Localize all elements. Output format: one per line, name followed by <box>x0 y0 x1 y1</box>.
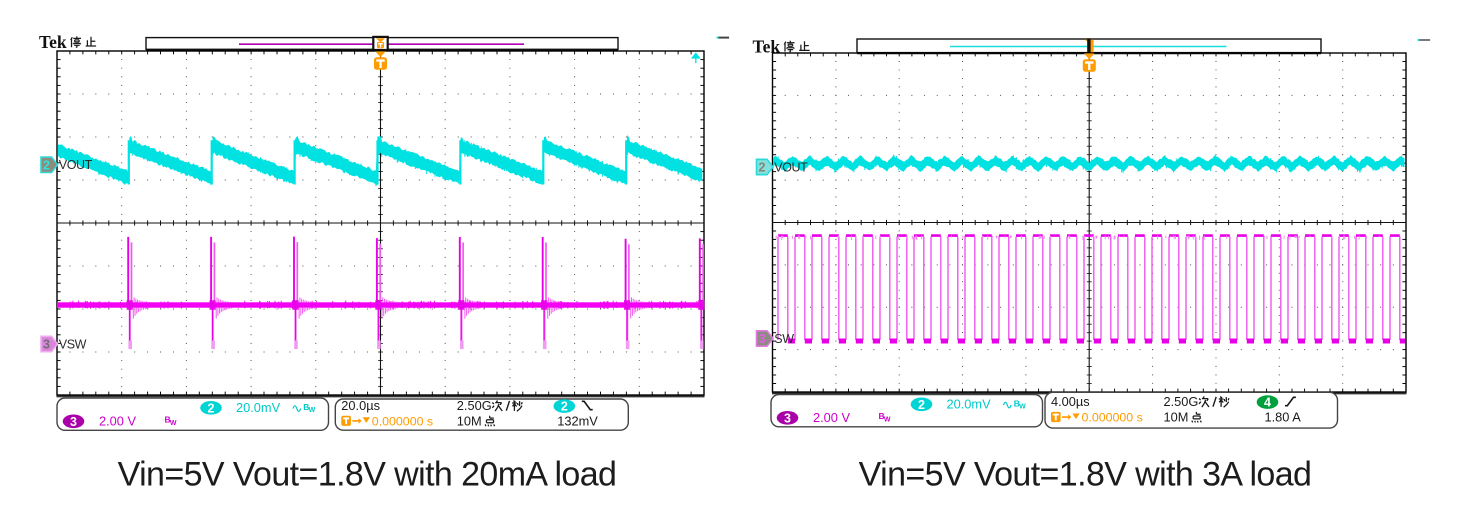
svg-text:2: 2 <box>918 398 925 412</box>
svg-text:1.80 A: 1.80 A <box>1265 410 1302 425</box>
svg-text:2: 2 <box>561 400 568 414</box>
svg-text:2.50G: 2.50G <box>1164 394 1199 409</box>
svg-text:4: 4 <box>1264 396 1271 410</box>
svg-text:0.000000 s: 0.000000 s <box>1082 411 1143 425</box>
svg-text:W: W <box>170 420 177 427</box>
svg-text:Vin=5V Vout=1.8V with 3A load: Vin=5V Vout=1.8V with 3A load <box>859 456 1312 494</box>
svg-text:20.0µs: 20.0µs <box>341 398 380 413</box>
svg-text:B: B <box>303 402 309 412</box>
svg-text:B: B <box>1014 398 1020 408</box>
svg-text:VSW: VSW <box>59 337 87 351</box>
svg-text:W: W <box>884 417 891 424</box>
svg-text:2: 2 <box>208 401 215 415</box>
svg-text:0.000000 s: 0.000000 s <box>372 415 433 429</box>
svg-text:2.00 V: 2.00 V <box>99 414 136 429</box>
svg-text:3: 3 <box>784 411 791 425</box>
svg-text:Vin=5V Vout=1.8V with 20mA loa: Vin=5V Vout=1.8V with 20mA load <box>118 456 617 494</box>
svg-text:20.0mV: 20.0mV <box>236 400 281 415</box>
svg-text:2: 2 <box>43 158 50 172</box>
svg-text:2: 2 <box>759 161 766 175</box>
svg-text:2.50G: 2.50G <box>457 398 492 413</box>
svg-text:B: B <box>879 411 885 421</box>
svg-text:Tek: Tek <box>39 32 67 52</box>
svg-text:VOUT: VOUT <box>59 158 93 172</box>
svg-text:2.00 V: 2.00 V <box>813 410 850 425</box>
svg-text:W: W <box>309 407 316 414</box>
svg-text:20.0mV: 20.0mV <box>947 397 992 412</box>
svg-text:10M: 10M <box>457 414 482 429</box>
svg-text:132mV: 132mV <box>557 414 598 429</box>
svg-text:3: 3 <box>43 338 50 352</box>
svg-text:4.00µs: 4.00µs <box>1051 394 1090 409</box>
svg-text:SW: SW <box>774 332 794 346</box>
svg-text:3: 3 <box>70 415 77 429</box>
svg-text:3: 3 <box>759 332 766 346</box>
svg-text:W: W <box>1019 404 1026 411</box>
svg-text:B: B <box>165 415 171 425</box>
svg-text:10M: 10M <box>1164 410 1189 425</box>
svg-text:VOUT: VOUT <box>774 160 808 174</box>
svg-text:Tek: Tek <box>753 36 781 56</box>
